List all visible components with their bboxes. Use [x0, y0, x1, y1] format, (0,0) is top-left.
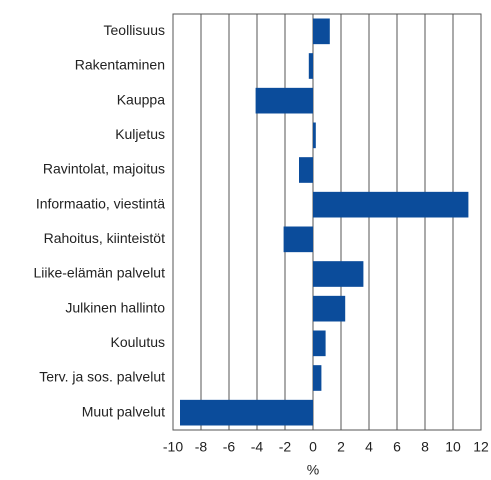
bar: [299, 157, 313, 183]
plot-frame: [172, 13, 482, 431]
x-tick-label: 8: [421, 439, 429, 455]
x-tick-label: 0: [309, 439, 317, 455]
x-tick-label: -6: [223, 439, 236, 455]
x-tick-label: 2: [337, 439, 345, 455]
y-tick-label: Kuljetus: [115, 126, 165, 142]
y-tick-label: Rakentaminen: [75, 57, 165, 73]
y-tick-label: Teollisuus: [104, 22, 165, 38]
y-tick-label: Muut palvelut: [82, 403, 165, 419]
y-tick-label: Informaatio, viestintä: [36, 195, 165, 211]
bar: [313, 261, 364, 287]
x-tick-label: 10: [445, 439, 461, 455]
x-tick-label: -4: [251, 439, 264, 455]
bar: [313, 330, 326, 357]
bar: [255, 87, 313, 114]
bar: [313, 18, 330, 45]
y-tick-label: Julkinen hallinto: [65, 299, 165, 315]
x-tick-label: -2: [279, 439, 292, 455]
bar: [308, 53, 313, 79]
x-tick-label: 12: [473, 439, 489, 455]
y-tick-label: Ravintolat, majoitus: [43, 161, 165, 177]
bar: [313, 122, 316, 149]
x-tick-label: -8: [195, 439, 208, 455]
y-tick-label: Terv. ja sos. palvelut: [39, 369, 165, 385]
bar: [283, 226, 313, 253]
y-tick-label: Rahoitus, kiinteistöt: [44, 230, 166, 246]
x-tick-label: 6: [393, 439, 401, 455]
x-axis-label: %: [307, 462, 319, 478]
bar: [313, 365, 322, 391]
y-tick-label: Koulutus: [111, 334, 165, 350]
y-tick-label: Liike-elämän palvelut: [33, 265, 165, 281]
bar: [313, 191, 469, 218]
y-tick-label: Kauppa: [117, 91, 165, 107]
bar: [180, 399, 313, 426]
x-tick-label: 4: [365, 439, 373, 455]
x-tick-label: -10: [163, 439, 183, 455]
bar: [313, 295, 346, 322]
